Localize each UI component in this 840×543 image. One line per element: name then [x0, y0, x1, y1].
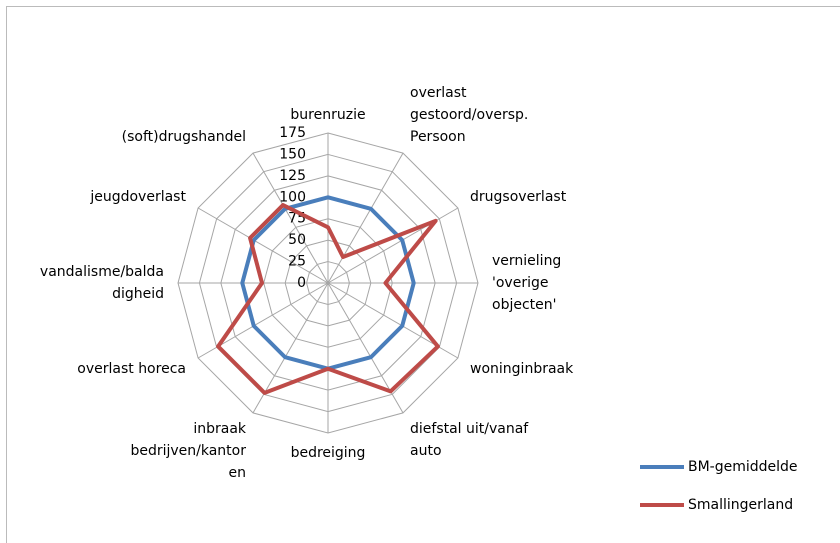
category-label: bedreiging [291, 445, 366, 461]
spoke [327, 152, 404, 284]
r-tick-label: 50 [288, 232, 306, 248]
r-tick-label: 25 [288, 254, 306, 270]
legend-label: BM-gemiddelde [688, 459, 798, 475]
r-tick-label: 0 [297, 275, 306, 291]
r-tick-label: 100 [279, 189, 306, 205]
chart-frame [6, 6, 840, 543]
category-label: overlast gestoord/oversp. Persoon [410, 85, 528, 145]
category-label: woninginbraak [470, 361, 574, 377]
category-label: (soft)drugshandel [122, 129, 246, 145]
r-tick-label: 150 [279, 146, 306, 162]
category-label: vandalisme/balda digheid [40, 264, 164, 302]
category-label: overlast horeca [77, 361, 186, 377]
series-line [216, 203, 440, 395]
category-label: vernieling'overige objecten' [492, 253, 561, 313]
category-label: jeugdoverlast [89, 189, 186, 205]
spoke [252, 152, 329, 284]
r-tick-label: 175 [279, 125, 306, 141]
category-label: diefstal uit/vanaf auto [410, 421, 529, 459]
spoke [197, 207, 329, 284]
category-label: burenruzie [290, 107, 365, 123]
r-tick-label: 125 [279, 168, 306, 184]
category-label: inbraak bedrijven/kantor en [130, 421, 246, 481]
category-label: drugsoverlast [470, 189, 567, 205]
legend-label: Smallingerland [688, 497, 793, 513]
